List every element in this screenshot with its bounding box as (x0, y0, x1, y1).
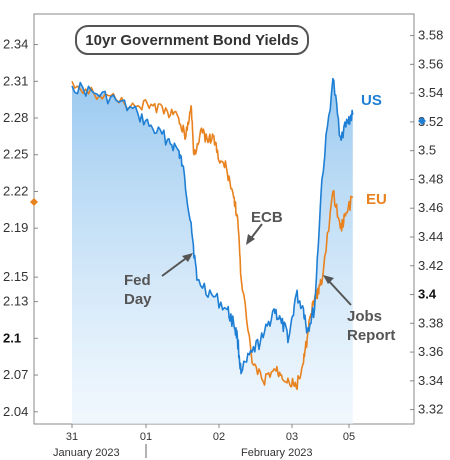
left-tick-label-9: 2.07 (3, 367, 28, 382)
right-tick-label-8: 3.42 (418, 258, 443, 273)
right-tick-label-9: 3.4 (418, 287, 437, 302)
right-tick-label-3: 3.52 (418, 114, 443, 129)
left-tick-label-0: 2.34 (3, 37, 28, 52)
right-tick-label-2: 3.54 (418, 85, 443, 100)
right-tick-label-1: 3.56 (418, 56, 443, 71)
left-tick-label-4: 2.22 (3, 183, 28, 198)
right-axis-ticks: 3.58 3.56 3.54 3.52 3.5 3.48 3.46 3.44 3.42 3.4 3.… (410, 28, 443, 417)
x-tick-label-2: 02 (213, 431, 225, 443)
annotation-ecb: ECB (251, 209, 283, 226)
right-tick-label-5: 3.48 (418, 171, 443, 186)
left-axis-ticks: 2.34 2.31 2.28 2.25 2.22 2.19 2.15 2.13 2.1 2.07 2… (3, 37, 38, 419)
right-tick-label-10: 3.38 (418, 315, 443, 330)
title-box (75, 25, 309, 55)
legend-eu: EU (366, 191, 387, 208)
left-tick-label-5: 2.19 (3, 220, 28, 235)
x-period-january: January 2023 (53, 447, 120, 459)
right-tick-label-7: 3.44 (418, 229, 443, 244)
x-tick-label-3: 03 (286, 431, 298, 443)
annotation-fed-day-line1: Fed (124, 272, 151, 289)
right-tick-label-13: 3.32 (418, 402, 443, 417)
left-tick-label-1: 2.31 (3, 73, 28, 88)
x-period-february: February 2023 (241, 447, 313, 459)
legend-us: US (361, 92, 382, 109)
left-tick-label-3: 2.25 (3, 147, 28, 162)
x-tick-label-4: 05 (343, 431, 355, 443)
eu-axis-marker (30, 198, 38, 206)
jobs-report-arrowhead (323, 275, 334, 284)
left-tick-label-6: 2.15 (3, 269, 28, 284)
chart-title: 10yr Government Bond Yields (85, 32, 298, 49)
left-tick-label-2: 2.28 (3, 110, 28, 125)
annotation-fed-day-line2: Day (124, 291, 152, 308)
left-tick-label-7: 2.13 (3, 294, 28, 309)
fed-day-arrow (161, 255, 190, 277)
left-tick-label-8: 2.1 (3, 330, 21, 345)
us-area-path (72, 78, 353, 424)
us-axis-marker (418, 117, 426, 125)
ecb-arrowhead (246, 234, 255, 245)
annotation-jobs-line2: Report (347, 327, 395, 344)
right-tick-label-6: 3.46 (418, 200, 443, 215)
left-tick-label-10: 2.04 (3, 404, 28, 419)
jobs-report-arrow (326, 278, 352, 306)
right-tick-label-12: 3.34 (418, 373, 443, 388)
x-tick-label-0: 31 (66, 431, 78, 443)
right-tick-label-11: 3.36 (418, 344, 443, 359)
right-tick-label-0: 3.58 (418, 28, 443, 43)
fed-day-arrowhead (182, 253, 193, 262)
series-line-us (71, 77, 354, 375)
us-area-fill (72, 78, 353, 424)
right-tick-label-4: 3.5 (418, 143, 436, 158)
series-lines (71, 77, 354, 391)
annotation-jobs-line1: Jobs (347, 308, 382, 325)
x-tick-label-1: 01 (140, 431, 152, 443)
x-axis-ticks: 31 01 02 03 05 (66, 424, 355, 443)
